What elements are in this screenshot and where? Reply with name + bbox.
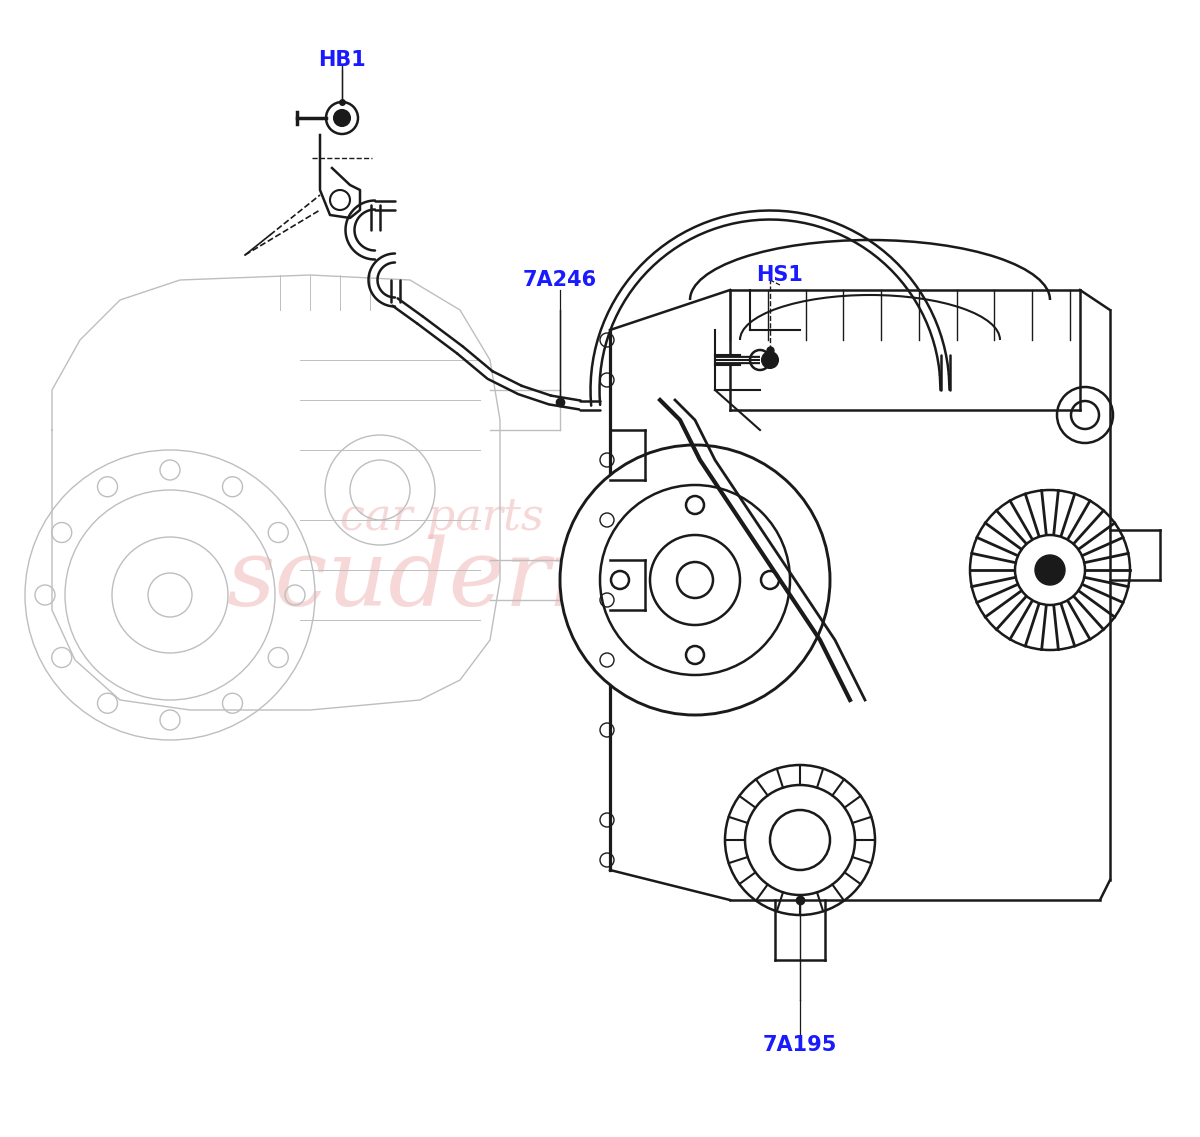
Text: 7A246: 7A246 (523, 269, 598, 290)
Circle shape (1015, 536, 1085, 605)
Circle shape (762, 352, 778, 368)
Text: car parts: car parts (340, 496, 544, 539)
Circle shape (560, 445, 830, 715)
Text: HS1: HS1 (756, 265, 804, 285)
Text: HB1: HB1 (318, 50, 366, 70)
Text: scuderia: scuderia (227, 534, 637, 625)
Circle shape (334, 110, 350, 126)
Circle shape (1034, 555, 1066, 586)
Text: 7A195: 7A195 (763, 1035, 838, 1055)
